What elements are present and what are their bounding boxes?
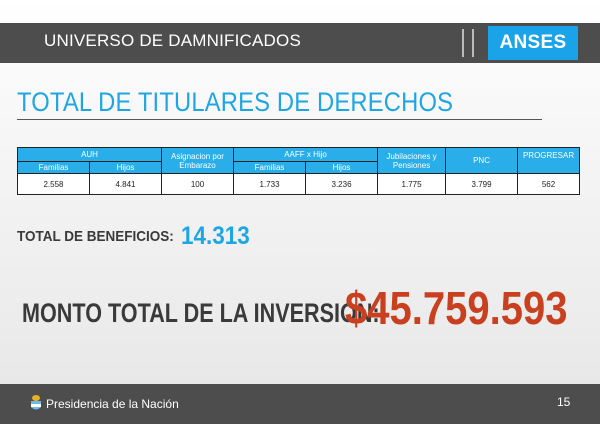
beneficiaries-table: AUH Asignacion por Embarazo AAFF x Hijo … <box>16 147 581 195</box>
cell-progresar: 562 <box>517 173 581 195</box>
title-underline <box>17 119 542 120</box>
monto-label: MONTO TOTAL DE LA INVERSIÓN: <box>22 298 380 328</box>
header-asignacion: Asignacion por Embarazo <box>161 147 235 174</box>
cell-auh-familias: 2.558 <box>17 173 90 195</box>
header-bar: UNIVERSO DE DAMNIFICADOS ANSES <box>0 23 600 63</box>
subheader-aaff-hijos: Hijos <box>305 161 379 174</box>
header-title: UNIVERSO DE DAMNIFICADOS <box>44 31 301 50</box>
header-auh: AUH <box>16 147 163 162</box>
page-title: TOTAL DE TITULARES DE DERECHOS <box>17 87 454 117</box>
table-header-row: AUH Asignacion por Embarazo AAFF x Hijo … <box>16 147 581 174</box>
beneficios-value: 14.313 <box>181 222 250 250</box>
cell-auh-hijos: 4.841 <box>88 173 163 195</box>
page-number: 15 <box>557 395 571 409</box>
cell-jubilaciones: 1.775 <box>377 173 447 195</box>
header-jubilaciones: Jubilaciones y Pensiones <box>377 147 447 174</box>
header-divider <box>462 29 474 57</box>
header-pnc: PNC <box>445 147 519 174</box>
cell-pnc: 3.799 <box>445 173 519 195</box>
beneficios-label: TOTAL DE BENEFICIOS: <box>17 228 174 245</box>
header-progresar: PROGRESAR <box>517 147 581 174</box>
subheader-aaff-familias: Familias <box>233 161 307 174</box>
monto-value: $45.759.593 <box>345 282 568 334</box>
subheader-auh-hijos: Hijos <box>88 161 163 174</box>
footer-bar: Presidencia de la Nación 15 <box>0 384 600 424</box>
subheader-auh-familias: Familias <box>17 161 90 174</box>
national-crest-icon <box>31 395 41 410</box>
header-aaff: AAFF x Hijo <box>233 147 379 162</box>
cell-asignacion: 100 <box>161 173 235 195</box>
table-row: 2.558 4.841 100 1.733 3.236 1.775 3.799 … <box>17 173 581 195</box>
cell-aaff-familias: 1.733 <box>233 173 307 195</box>
cell-aaff-hijos: 3.236 <box>305 173 379 195</box>
anses-logo: ANSES <box>488 26 578 60</box>
organization-name: Presidencia de la Nación <box>46 397 179 411</box>
